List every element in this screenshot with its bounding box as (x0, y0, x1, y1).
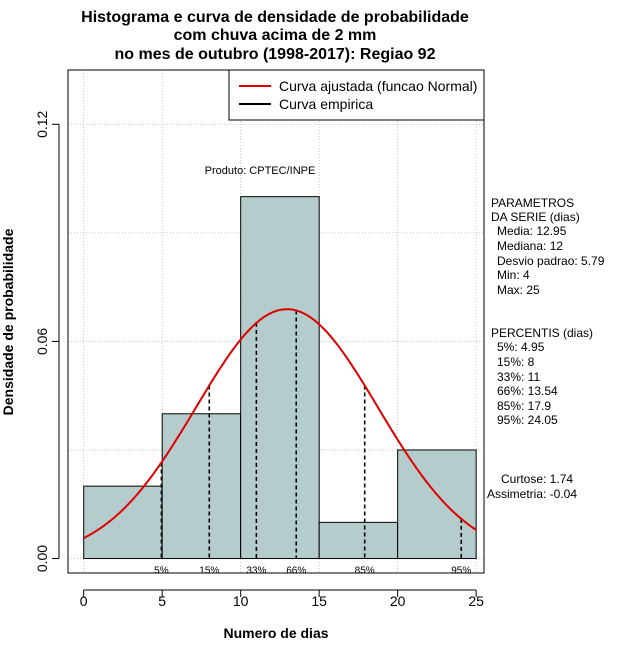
percentile-lines: 5% 15% 33% 66% 85% 95% (154, 310, 471, 577)
x-tick-label: 0 (80, 593, 88, 609)
histogram-bar-3 (240, 196, 320, 560)
y-tick-label: 0.06 (34, 328, 50, 355)
percentil-33: 33%: 11 (497, 370, 540, 384)
chart-title-line-1: Histograma e curva de densidade de proba… (81, 9, 469, 26)
param-media: Media: 12.95 (497, 224, 567, 238)
percentile-label-95: 95% (451, 566, 471, 577)
percentile-label-15: 15% (199, 566, 219, 577)
y-axis-title: Densidade de probabilidade (0, 228, 16, 415)
x-axis: 0 5 10 15 20 25 (80, 589, 484, 609)
histogram-bar-2 (161, 413, 242, 560)
chart-title-line-3: no mes de outubro (1998-2017): Regiao 92 (115, 46, 436, 63)
percentil-85: 85%: 17.9 (497, 399, 551, 413)
percentis-title: PERCENTIS (dias) (491, 326, 593, 340)
legend-box (228, 69, 485, 121)
curtose-value: Curtose: 1.74 (501, 472, 573, 486)
x-tick-label: 10 (233, 593, 249, 609)
assimetria-value: Assimetria: -0.04 (487, 487, 577, 501)
y-tick-label: 0.12 (34, 110, 50, 137)
percentil-5: 5%: 4.95 (497, 340, 545, 354)
product-annotation: Produto: CPTEC/INPE (205, 165, 316, 177)
legend-label-normal: Curva ajustada (funcao Normal) (279, 78, 477, 94)
chart-title-line-2: com chuva acima de 2 mm (174, 27, 377, 44)
y-tick-label: 0.00 (34, 545, 50, 572)
percentil-66: 66%: 13.54 (497, 384, 558, 398)
x-tick-label: 15 (311, 593, 327, 609)
param-min: Min: 4 (497, 268, 530, 282)
x-tick-label: 25 (468, 593, 484, 609)
x-tick-label: 20 (390, 593, 406, 609)
y-axis: 0.00 0.06 0.12 (34, 110, 60, 572)
legend-label-empirical: Curva empirica (279, 96, 373, 112)
histogram-bar-1 (83, 485, 163, 560)
param-mediana: Mediana: 12 (497, 239, 563, 253)
param-max: Max: 25 (497, 283, 540, 297)
stats-panel: PARAMETROS DA SERIE (dias) Media: 12.95 … (487, 196, 605, 501)
legend: Curva ajustada (funcao Normal) Curva emp… (228, 69, 485, 121)
percentile-label-85: 85% (355, 566, 375, 577)
params-title-line-1: PARAMETROS (491, 196, 574, 210)
param-desvio: Desvio padrao: 5.79 (497, 254, 605, 268)
percentile-label-66: 66% (286, 566, 306, 577)
histogram-bars (83, 196, 477, 560)
x-axis-title: Numero de dias (223, 625, 328, 641)
normal-fit-curve (83, 308, 477, 539)
histogram-bar-5 (397, 449, 477, 560)
params-title-line-2: DA SERIE (dias) (491, 210, 580, 224)
percentil-95: 95%: 24.05 (497, 413, 558, 427)
x-tick-label: 5 (158, 593, 166, 609)
percentile-label-5: 5% (154, 566, 169, 577)
percentile-label-33: 33% (246, 566, 266, 577)
histogram-bar-4 (318, 521, 399, 560)
percentil-15: 15%: 8 (497, 355, 535, 369)
